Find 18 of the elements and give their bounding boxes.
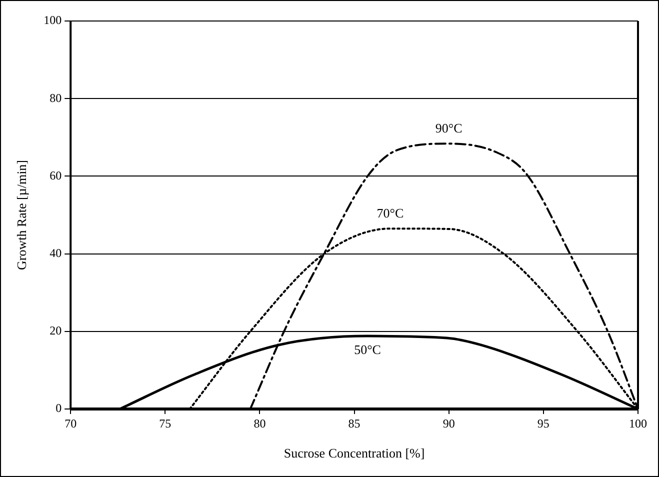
y-tick-label: 0 (56, 401, 62, 416)
y-tick-label: 60 (50, 168, 62, 182)
y-tick-label: 100 (44, 13, 62, 28)
x-tick-label: 85 (348, 416, 360, 430)
x-tick-label: 70 (64, 416, 77, 430)
x-tick-label: 90 (442, 416, 455, 430)
series-label: 50°C (354, 342, 381, 357)
x-tick-label: 100 (629, 416, 647, 430)
series-label: 90°C (435, 120, 462, 136)
x-axis-title: Sucrose Concentration [%] (284, 446, 425, 461)
y-axis-title: Growth Rate [µ/min] (14, 160, 30, 270)
x-tick-label: 95 (537, 416, 550, 430)
y-tick-label: 80 (50, 90, 62, 105)
x-tick-label: 80 (254, 416, 266, 430)
series-label: 70°C (376, 206, 404, 220)
y-tick-label: 40 (50, 246, 62, 260)
x-tick-label: 75 (159, 416, 172, 430)
y-tick-label: 20 (50, 324, 62, 338)
